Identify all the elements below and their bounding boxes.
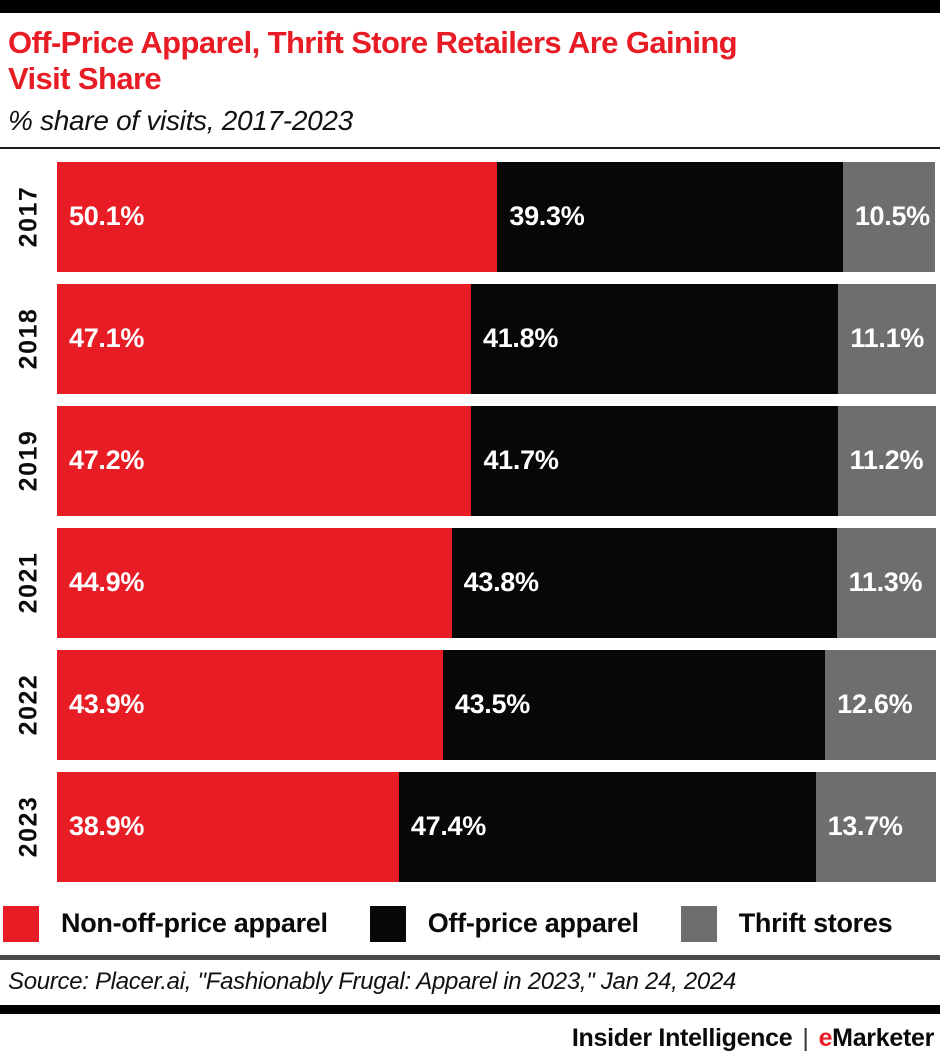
chart-subtitle: % share of visits, 2017-2023 — [8, 104, 353, 136]
title-line-2: Visit Share — [8, 61, 162, 97]
legend-swatch — [680, 905, 717, 942]
year-label: 2018 — [14, 307, 42, 370]
year-cell: 2022 — [0, 650, 57, 760]
bar-segment-off-price-apparel: 39.3% — [497, 161, 843, 272]
bar-segment-non-off-price-apparel: 43.9% — [57, 649, 443, 760]
brand-insider-intelligence: Insider Intelligence — [571, 1023, 793, 1052]
year-cell: 2021 — [0, 528, 57, 638]
data-label: 43.9% — [69, 689, 145, 720]
bar-segment-thrift-stores: 11.2% — [837, 405, 936, 516]
data-label: 50.1% — [69, 201, 145, 232]
bar-segment-non-off-price-apparel: 38.9% — [57, 771, 399, 882]
data-label: 41.8% — [483, 323, 559, 354]
data-label: 11.3% — [848, 567, 923, 598]
brand-emarketer-e: e — [818, 1023, 833, 1052]
bar-row-2023: 2023 38.9% 47.4% 13.7% — [0, 771, 940, 882]
data-label: 13.7% — [827, 811, 903, 842]
page-title: Off-Price Apparel, Thrift Store Retailer… — [8, 25, 930, 98]
data-label: 39.3% — [509, 201, 585, 232]
bar-segment-off-price-apparel: 47.4% — [398, 771, 816, 882]
data-label: 11.1% — [850, 323, 924, 354]
footer-divider — [0, 1004, 940, 1014]
bar-segment-non-off-price-apparel: 44.9% — [57, 527, 452, 638]
bar-segment-thrift-stores: 11.1% — [838, 283, 936, 394]
bar-row-2018: 2018 47.1% 41.8% 11.1% — [0, 283, 940, 394]
brand-emarketer-rest: Marketer — [832, 1023, 934, 1052]
stacked-bar: 50.1% 39.3% 10.5% — [57, 161, 936, 272]
bar-segment-non-off-price-apparel: 50.1% — [57, 161, 498, 272]
legend-item-off-price-apparel: Off-price apparel — [369, 905, 639, 942]
data-label: 43.5% — [454, 689, 530, 720]
bar-segment-thrift-stores: 10.5% — [842, 161, 936, 272]
data-label: 44.9% — [69, 567, 145, 598]
data-label: 47.1% — [69, 323, 145, 354]
data-label: 38.9% — [69, 811, 145, 842]
legend-swatch — [3, 905, 39, 942]
legend-swatch — [369, 905, 406, 942]
year-label: 2022 — [14, 673, 42, 736]
branding: Insider Intelligence | eMarketer — [0, 1024, 940, 1053]
data-label: 47.2% — [69, 445, 145, 476]
legend-label: Non-off-price apparel — [61, 908, 328, 939]
brand-separator: | — [802, 1023, 809, 1052]
bar-segment-off-price-apparel: 41.7% — [471, 405, 838, 516]
bar-segment-off-price-apparel: 41.8% — [471, 283, 839, 394]
legend-item-thrift-stores: Thrift stores — [680, 905, 893, 942]
stacked-bar-chart: 2017 50.1% 39.3% 10.5% 2018 47.1% 41.8% 11.1% 20… — [0, 161, 940, 882]
legend-label: Thrift stores — [738, 908, 893, 939]
bar-row-2021: 2021 44.9% 43.8% 11.3% — [0, 527, 940, 638]
bar-segment-thrift-stores: 11.3% — [836, 527, 936, 638]
top-black-bar — [0, 0, 940, 13]
bar-row-2017: 2017 50.1% 39.3% 10.5% — [0, 161, 940, 272]
data-label: 12.6% — [837, 689, 913, 720]
bar-row-2022: 2022 43.9% 43.5% 12.6% — [0, 649, 940, 760]
data-label: 47.4% — [410, 811, 486, 842]
year-label: 2023 — [14, 795, 42, 858]
bar-segment-thrift-stores: 12.6% — [825, 649, 936, 760]
bar-row-2019: 2019 47.2% 41.7% 11.2% — [0, 405, 940, 516]
legend-divider — [0, 954, 940, 960]
bar-segment-thrift-stores: 13.7% — [815, 771, 936, 882]
bar-segment-non-off-price-apparel: 47.1% — [57, 283, 471, 394]
data-label: 41.7% — [483, 445, 559, 476]
year-label: 2021 — [14, 551, 42, 614]
year-label: 2017 — [14, 185, 42, 248]
title-line-1: Off-Price Apparel, Thrift Store Retailer… — [8, 25, 738, 60]
year-cell: 2019 — [0, 406, 57, 516]
chart-legend: Non-off-price apparel Off-price apparel Th… — [3, 905, 940, 942]
bar-segment-off-price-apparel: 43.5% — [442, 649, 826, 760]
legend-item-non-off-price-apparel: Non-off-price apparel — [3, 905, 328, 942]
header-divider — [0, 146, 940, 149]
header: Off-Price Apparel, Thrift Store Retailer… — [0, 13, 940, 137]
legend-label: Off-price apparel — [427, 908, 639, 939]
year-cell: 2017 — [0, 162, 57, 272]
data-label: 43.8% — [463, 567, 539, 598]
source-note: Source: Placer.ai, "Fashionably Frugal: … — [8, 967, 737, 995]
year-cell: 2023 — [0, 772, 57, 882]
data-label: 10.5% — [854, 201, 930, 232]
stacked-bar: 43.9% 43.5% 12.6% — [57, 649, 936, 760]
year-cell: 2018 — [0, 284, 57, 394]
stacked-bar: 44.9% 43.8% 11.3% — [57, 527, 936, 638]
bar-segment-off-price-apparel: 43.8% — [451, 527, 837, 638]
data-label: 11.2% — [849, 445, 924, 476]
bar-segment-non-off-price-apparel: 47.2% — [57, 405, 472, 516]
year-label: 2019 — [14, 429, 42, 492]
stacked-bar: 38.9% 47.4% 13.7% — [57, 771, 936, 882]
stacked-bar: 47.1% 41.8% 11.1% — [57, 283, 936, 394]
stacked-bar: 47.2% 41.7% 11.2% — [57, 405, 936, 516]
